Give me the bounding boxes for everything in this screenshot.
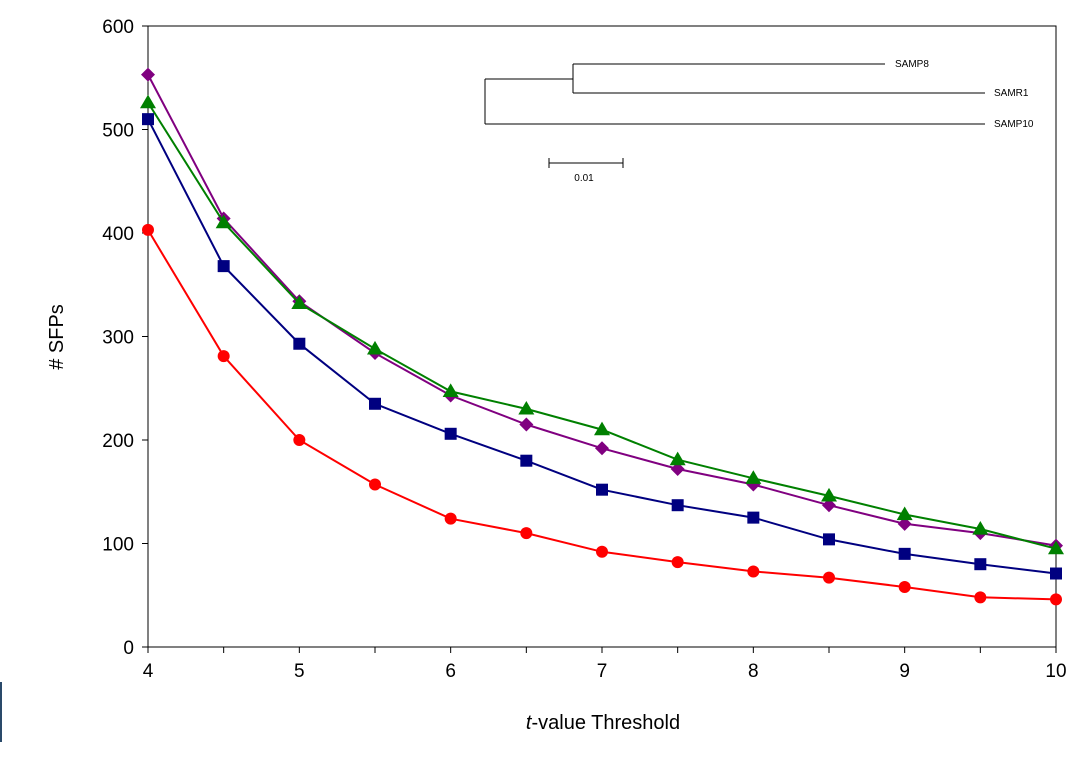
data-point-square (747, 511, 760, 524)
data-point-circle (444, 512, 457, 525)
data-point-square (974, 558, 987, 571)
tree-label-samr1: SAMR1 (994, 88, 1029, 99)
y-tick-label: 400 (102, 224, 134, 245)
data-point-triangle (745, 470, 762, 484)
x-axis-title-rest: -value Threshold (531, 712, 680, 734)
data-point-circle (520, 527, 533, 540)
data-point-triangle (821, 487, 837, 502)
data-point-triangle (518, 400, 535, 415)
x-axis-title: t-value Threshold (526, 712, 680, 734)
scale-bar-label: 0.01 (574, 173, 594, 184)
data-point-circle (217, 350, 230, 363)
series-line (147, 118, 1057, 575)
data-point-circle (747, 565, 760, 578)
data-point-square (671, 499, 684, 512)
data-point-triangle (972, 521, 989, 535)
data-point-square (823, 533, 835, 546)
x-tick-label: 8 (748, 661, 759, 682)
data-point-circle (671, 556, 684, 569)
data-point-square (444, 427, 457, 440)
series-line (147, 102, 1057, 550)
x-tick-label: 9 (899, 661, 910, 682)
data-point-diamond (519, 417, 534, 432)
y-tick-label: 0 (123, 638, 134, 659)
data-point-circle (898, 580, 911, 593)
y-axis-title: # SFPs (46, 304, 68, 370)
data-point-triangle (442, 383, 459, 397)
data-point-triangle (669, 451, 686, 466)
data-point-circle (823, 571, 835, 584)
tree-label-samp8: SAMP8 (895, 59, 929, 70)
data-point-square (898, 547, 911, 560)
data-point-circle (1050, 593, 1062, 606)
y-tick-label: 500 (102, 121, 134, 142)
data-point-square (293, 337, 306, 350)
x-tick-label: 4 (143, 661, 154, 682)
left-edge-mark (0, 682, 2, 742)
data-point-triangle (367, 340, 383, 355)
series-layer (140, 67, 1064, 606)
data-point-triangle (291, 295, 308, 309)
data-point-triangle (896, 506, 913, 521)
data-point-diamond (595, 441, 609, 456)
data-point-square (217, 260, 230, 273)
data-point-square (520, 454, 533, 467)
series-line (147, 74, 1057, 547)
data-point-circle (142, 223, 154, 236)
x-tick-label: 6 (445, 661, 456, 682)
data-point-square (596, 483, 608, 496)
data-point-square (369, 397, 381, 410)
data-point-circle (596, 545, 608, 558)
y-tick-label: 600 (102, 17, 134, 38)
data-point-circle (293, 434, 306, 446)
data-point-diamond (897, 516, 912, 531)
data-point-circle (974, 591, 987, 604)
data-point-diamond (822, 498, 836, 513)
x-tick-label: 5 (294, 661, 305, 682)
data-point-square (1050, 567, 1062, 580)
series-square (142, 113, 1062, 580)
x-axis-title-italic: t (526, 712, 533, 734)
data-point-square (142, 113, 154, 126)
tree-label-samp10: SAMP10 (994, 119, 1034, 130)
data-point-triangle (1048, 540, 1064, 555)
data-point-diamond (670, 461, 685, 476)
y-tick-label: 300 (102, 328, 134, 349)
data-point-triangle (594, 421, 610, 436)
data-point-triangle (215, 214, 232, 229)
data-point-circle (369, 478, 381, 491)
x-tick-label: 10 (1045, 661, 1066, 682)
axes: 0 100 200 300 400 500 600 4 5 6 7 8 9 10 (102, 17, 1066, 682)
y-tick-label: 100 (102, 535, 134, 556)
x-tick-label: 7 (597, 661, 608, 682)
series-diamond (141, 67, 1063, 553)
data-point-triangle (140, 94, 156, 109)
series-circle (142, 223, 1062, 606)
phylogenetic-tree-inset: SAMP8 SAMR1 SAMP10 0.01 (484, 59, 1034, 184)
y-tick-label: 200 (102, 431, 134, 452)
series-triangle (140, 94, 1064, 555)
data-point-diamond (141, 67, 155, 82)
